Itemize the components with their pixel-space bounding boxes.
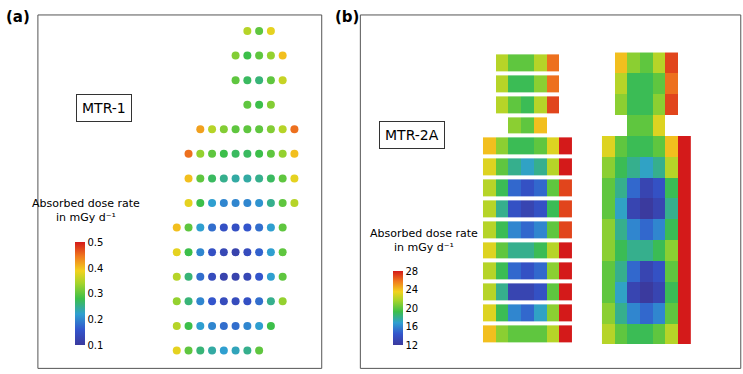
svg-text:MTR-2A: MTR-2A	[385, 127, 439, 143]
svg-text:24: 24	[406, 284, 419, 295]
svg-text:0.4: 0.4	[88, 263, 104, 274]
svg-text:16: 16	[406, 321, 419, 332]
svg-text:28: 28	[406, 266, 419, 277]
svg-text:0.2: 0.2	[88, 314, 104, 325]
svg-text:(a): (a)	[6, 8, 30, 26]
svg-text:(b): (b)	[335, 8, 359, 26]
svg-text:0.3: 0.3	[88, 288, 104, 299]
svg-text:Absorbed dose ratein mGy d⁻¹: Absorbed dose ratein mGy d⁻¹	[370, 227, 478, 254]
svg-text:12: 12	[406, 340, 419, 351]
svg-text:0.1: 0.1	[88, 340, 104, 351]
svg-text:MTR-1: MTR-1	[82, 100, 126, 116]
svg-text:20: 20	[406, 303, 419, 314]
svg-text:0.5: 0.5	[88, 237, 104, 248]
svg-text:Absorbed dose ratein mGy d⁻¹: Absorbed dose ratein mGy d⁻¹	[32, 197, 140, 224]
